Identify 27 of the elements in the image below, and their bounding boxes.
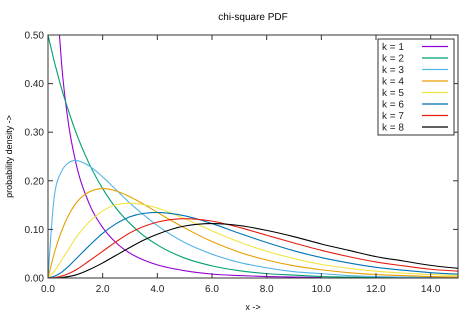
y-tick-label: 0.00 <box>24 274 44 284</box>
chart-title: chi-square PDF <box>218 12 288 23</box>
y-tick-label: 0.20 <box>24 176 44 188</box>
legend-label: k = 6 <box>382 100 404 110</box>
legend-label: k = 4 <box>382 76 404 88</box>
y-tick-label: 0.40 <box>24 79 44 90</box>
legend-label: k = 2 <box>382 54 404 64</box>
x-tick-label: 0.0 <box>41 284 56 295</box>
line-series <box>58 34 322 278</box>
line-series <box>47 188 459 279</box>
legend-label: k = 7 <box>382 111 404 122</box>
legend-label: k = 5 <box>382 88 404 99</box>
x-tick-label: 2.0 <box>96 284 110 295</box>
legend-label: k = 1 <box>382 42 404 53</box>
y-tick-label: 0.10 <box>24 224 44 236</box>
x-axis-title: x -> <box>245 302 261 312</box>
x-tick-label: 4.0 <box>150 284 165 295</box>
x-tick-label: 8.0 <box>260 284 274 295</box>
x-tick-label: 6.0 <box>205 284 220 295</box>
x-tick-label: 12.0 <box>366 284 386 295</box>
y-tick-label: 0.50 <box>24 30 44 42</box>
legend-label: k = 8 <box>382 122 404 134</box>
legend-label: k = 3 <box>382 65 404 76</box>
y-axis-title: probability density -> <box>4 115 14 198</box>
y-tick-label: 0.30 <box>24 128 44 139</box>
x-tick-label: 14.0 <box>420 284 441 295</box>
x-tick-label: 10.0 <box>312 284 332 295</box>
